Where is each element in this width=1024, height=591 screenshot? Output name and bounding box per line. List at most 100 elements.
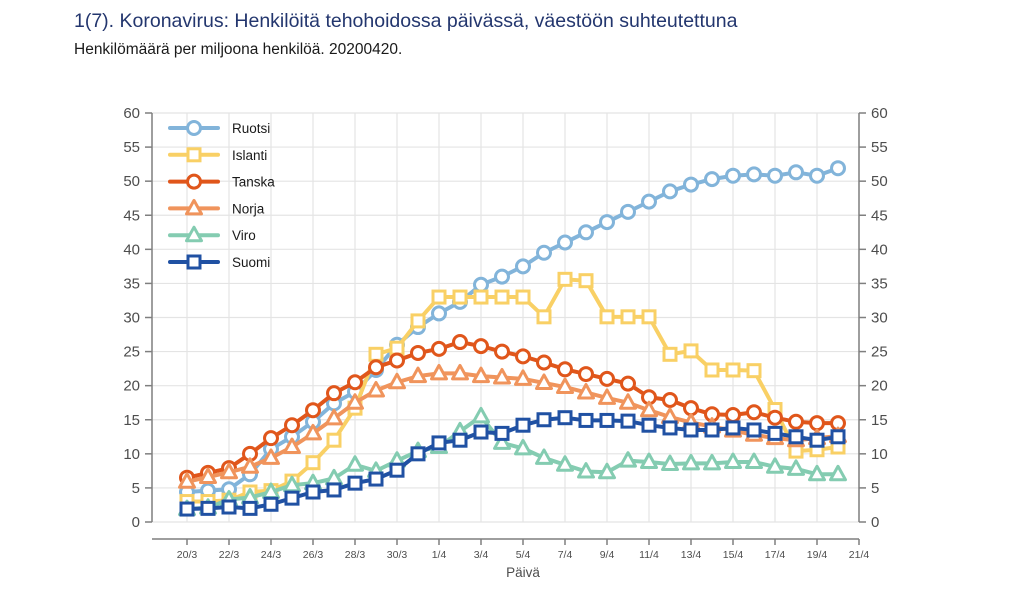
data-point (410, 313, 426, 329)
data-point (704, 171, 720, 188)
data-point (620, 413, 636, 429)
data-point (619, 451, 637, 468)
data-point (284, 417, 300, 434)
data-point (809, 167, 825, 184)
data-point (186, 120, 202, 136)
data-point (347, 374, 363, 391)
data-point (620, 309, 636, 325)
data-point (515, 348, 531, 365)
series-norja (178, 363, 847, 489)
y-axis-tick-left: 30 (123, 310, 140, 327)
data-point (473, 289, 489, 305)
x-axis-tick: 19/4 (807, 549, 828, 561)
data-point (283, 437, 301, 455)
data-point (494, 425, 510, 441)
y-axis-tick-right: 25 (871, 344, 888, 361)
data-point (493, 367, 511, 385)
series-ruotsi (179, 160, 846, 501)
data-point (662, 346, 678, 362)
data-point (746, 166, 762, 183)
data-point (409, 366, 427, 384)
data-point (830, 160, 846, 177)
data-point (241, 457, 259, 474)
data-point (305, 402, 321, 419)
data-point (641, 309, 657, 325)
series-suomi (179, 410, 846, 517)
data-point (515, 417, 531, 433)
legend-item-norja: Norja (168, 198, 265, 216)
data-point (809, 432, 825, 448)
data-point (305, 484, 321, 500)
x-axis-tick: 5/4 (516, 549, 531, 561)
data-point (704, 422, 720, 438)
legend-label: Suomi (232, 255, 270, 270)
y-axis-tick-left: 35 (123, 275, 140, 292)
data-point (599, 412, 615, 428)
y-axis-tick-left: 45 (123, 207, 140, 224)
data-point (325, 468, 343, 486)
x-axis-tick: 9/4 (600, 549, 615, 561)
data-point (410, 446, 426, 462)
x-axis-tick: 20/3 (177, 549, 198, 561)
data-point (178, 472, 196, 489)
data-point (494, 289, 510, 305)
data-point (389, 352, 405, 369)
data-point (452, 289, 468, 305)
x-axis-tick: 21/4 (849, 549, 870, 561)
series-viro (178, 406, 847, 517)
data-point (746, 404, 762, 421)
y-axis-tick-right: 5 (871, 480, 879, 497)
data-point (431, 305, 447, 322)
data-point (766, 457, 784, 474)
data-point (683, 400, 699, 417)
data-point (661, 454, 679, 472)
y-axis-tick-right: 0 (871, 514, 879, 531)
data-point (599, 309, 615, 325)
x-axis-tick: 22/3 (219, 549, 240, 561)
data-point (536, 244, 552, 261)
data-point (186, 147, 202, 163)
data-point (242, 500, 258, 516)
data-point (620, 203, 636, 220)
data-point (515, 289, 531, 305)
data-point (809, 415, 825, 432)
y-axis-tick-right: 10 (871, 446, 888, 463)
x-axis-tick: 28/3 (345, 549, 366, 561)
data-point (263, 496, 279, 512)
data-point (682, 453, 700, 471)
legend-label: Islanti (232, 148, 267, 163)
y-axis-tick-left: 15 (123, 412, 140, 429)
y-axis-tick-left: 60 (123, 105, 140, 122)
data-point (199, 467, 217, 485)
y-axis-tick-right: 40 (871, 241, 888, 258)
data-point (557, 271, 573, 287)
data-point (704, 362, 720, 378)
data-point (683, 176, 699, 193)
y-axis-tick-right: 45 (871, 207, 888, 224)
data-point (830, 429, 846, 445)
data-point (662, 420, 678, 436)
data-point (514, 369, 532, 386)
data-point (473, 276, 489, 293)
data-point (536, 412, 552, 428)
x-axis-tick: 3/4 (474, 549, 489, 561)
legend-item-tanska: Tanska (168, 173, 275, 190)
data-point (662, 391, 678, 408)
y-axis-tick-left: 20 (123, 378, 140, 395)
data-point (186, 254, 202, 270)
legend-item-islanti: Islanti (168, 147, 267, 163)
data-point (368, 346, 384, 362)
x-axis-tick: 26/3 (303, 549, 324, 561)
data-point (808, 464, 826, 482)
data-point (431, 435, 447, 451)
x-axis-tick: 15/4 (723, 549, 744, 561)
legend: Ruotsi Islanti Tanska Norja Viro Suomi (168, 120, 275, 270)
data-point (598, 462, 616, 480)
y-axis-tick-right: 15 (871, 412, 888, 429)
data-point (388, 372, 406, 390)
data-point (725, 406, 741, 423)
data-point (640, 452, 658, 470)
y-axis-tick-left: 0 (132, 514, 140, 531)
y-axis-tick-left: 10 (123, 446, 140, 463)
